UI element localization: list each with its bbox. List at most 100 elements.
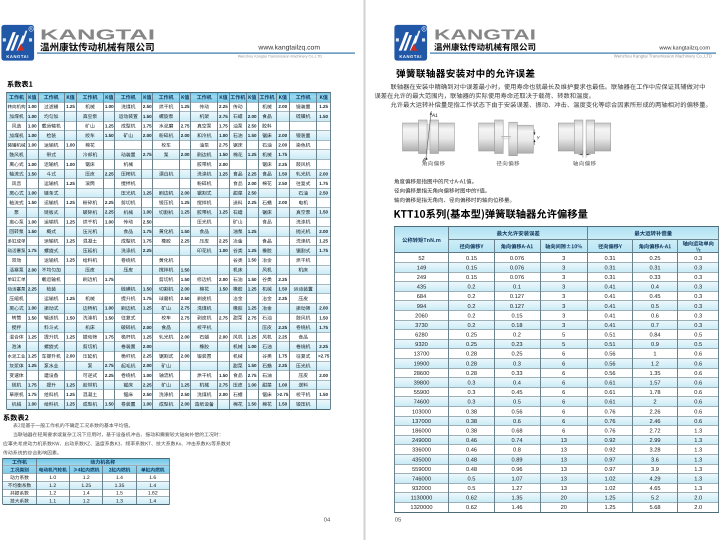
svg-text:1.25: 1.25 [219, 171, 228, 176]
svg-text:6: 6 [562, 409, 565, 415]
svg-text:0.3: 0.3 [694, 294, 702, 300]
svg-text:1.62: 1.62 [148, 491, 158, 497]
svg-text:0.41: 0.41 [604, 294, 615, 300]
svg-text:0.46: 0.46 [466, 448, 477, 454]
svg-text:1.00: 1.00 [248, 382, 257, 387]
svg-text:994: 994 [417, 304, 427, 310]
svg-text:1.25: 1.25 [28, 363, 37, 368]
svg-text:1.25: 1.25 [66, 334, 75, 339]
svg-text:5.2: 5.2 [651, 496, 659, 502]
svg-text:1.75: 1.75 [105, 334, 114, 339]
svg-text:0.6: 0.6 [694, 400, 702, 406]
svg-text:2.50: 2.50 [248, 123, 257, 128]
svg-text:1.25: 1.25 [248, 286, 257, 291]
svg-text:2.00: 2.00 [219, 277, 228, 282]
svg-text:3: 3 [562, 323, 565, 329]
svg-text:0.3: 0.3 [513, 361, 521, 367]
svg-text:2.25: 2.25 [248, 200, 257, 205]
svg-text:0.41: 0.41 [604, 323, 615, 329]
svg-text:2.00: 2.00 [319, 373, 328, 378]
svg-text:0.6: 0.6 [694, 361, 702, 367]
svg-text:0.3: 0.3 [694, 323, 702, 329]
svg-text:0.51: 0.51 [604, 342, 615, 348]
svg-text:0.4: 0.4 [651, 285, 659, 291]
svg-text:4.65: 4.65 [649, 486, 660, 492]
svg-text:2.25: 2.25 [105, 200, 114, 205]
svg-text:2.75: 2.75 [219, 143, 228, 148]
svg-text:0.76: 0.76 [604, 419, 615, 425]
svg-text:0.3: 0.3 [694, 265, 702, 271]
svg-text:1.00: 1.00 [28, 133, 37, 138]
svg-text:3.9: 3.9 [651, 467, 659, 473]
svg-text:1.75: 1.75 [143, 239, 152, 244]
svg-text:0.56: 0.56 [604, 361, 615, 367]
svg-text:2.00: 2.00 [248, 114, 257, 119]
svg-text:0.5: 0.5 [468, 476, 476, 482]
svg-text:1.50: 1.50 [319, 315, 328, 320]
svg-text:0.3: 0.3 [694, 256, 702, 262]
svg-text:52: 52 [418, 256, 424, 262]
svg-text:Y: Y [537, 135, 541, 141]
svg-text:0.61: 0.61 [604, 390, 615, 396]
svg-text:0.76: 0.76 [604, 428, 615, 434]
svg-text:2.00: 2.00 [278, 143, 287, 148]
svg-text:1.00: 1.00 [248, 344, 257, 349]
svg-text:2.00: 2.00 [143, 133, 152, 138]
svg-text:2.00: 2.00 [278, 133, 287, 138]
svg-text:1.2: 1.2 [49, 483, 56, 489]
svg-text:1.50: 1.50 [105, 133, 114, 138]
svg-text:www.kangtailzq.com: www.kangtailzq.com [257, 44, 320, 51]
svg-text:2.00: 2.00 [181, 133, 190, 138]
svg-text:0.68: 0.68 [511, 428, 522, 434]
svg-text:1.75: 1.75 [319, 181, 328, 186]
svg-text:6: 6 [562, 400, 565, 406]
svg-text:1.25: 1.25 [81, 483, 91, 489]
svg-text:0.45: 0.45 [649, 294, 660, 300]
svg-text:1.75: 1.75 [28, 248, 37, 253]
svg-text:9320: 9320 [415, 342, 428, 348]
svg-text:1.00: 1.00 [28, 191, 37, 196]
svg-text:55900: 55900 [414, 390, 430, 396]
svg-text:5: 5 [562, 342, 565, 348]
svg-text:1.50: 1.50 [143, 114, 152, 119]
svg-text:>2.75: >2.75 [277, 392, 289, 397]
svg-text:4.29: 4.29 [649, 476, 660, 482]
svg-text:1.50: 1.50 [28, 315, 37, 320]
svg-text:20: 20 [561, 505, 567, 511]
svg-text:1.00: 1.00 [66, 162, 75, 167]
svg-text:1.25: 1.25 [319, 104, 328, 109]
svg-text:1.00: 1.00 [143, 373, 152, 378]
svg-text:0.89: 0.89 [511, 457, 522, 463]
svg-text:0.33: 0.33 [649, 275, 660, 281]
svg-text:932000: 932000 [412, 486, 431, 492]
svg-text:1.5: 1.5 [116, 491, 123, 497]
svg-text:1.6: 1.6 [149, 475, 156, 481]
svg-text:1.4: 1.4 [149, 498, 156, 504]
svg-text:2.75: 2.75 [181, 315, 190, 320]
svg-text:1.25: 1.25 [66, 296, 75, 301]
svg-text:1.25: 1.25 [181, 382, 190, 387]
svg-text:0.6: 0.6 [694, 390, 702, 396]
svg-text:1.25: 1.25 [66, 104, 75, 109]
svg-text:0.51: 0.51 [604, 333, 615, 339]
svg-text:6: 6 [562, 390, 565, 396]
svg-text:2.25: 2.25 [278, 334, 287, 339]
svg-text:0.5: 0.5 [694, 342, 702, 348]
svg-text:1.75: 1.75 [319, 248, 328, 253]
svg-text:1.50: 1.50 [181, 229, 190, 234]
svg-text:0.5: 0.5 [513, 400, 521, 406]
svg-text:0.3: 0.3 [468, 400, 476, 406]
svg-text:1.57: 1.57 [649, 381, 660, 387]
svg-text:0.41: 0.41 [604, 304, 615, 310]
svg-text:2.00: 2.00 [143, 344, 152, 349]
svg-text:1.50: 1.50 [248, 363, 257, 368]
svg-text:1.25: 1.25 [604, 505, 615, 511]
svg-text:2.75: 2.75 [105, 363, 114, 368]
svg-text:0.8: 0.8 [513, 448, 521, 454]
svg-text:3730: 3730 [415, 323, 428, 329]
svg-text:1.3: 1.3 [694, 457, 702, 463]
svg-text:249: 249 [417, 275, 427, 281]
svg-text:2.72: 2.72 [649, 428, 660, 434]
svg-text:1.75: 1.75 [28, 382, 37, 387]
svg-text:0.6: 0.6 [694, 409, 702, 415]
